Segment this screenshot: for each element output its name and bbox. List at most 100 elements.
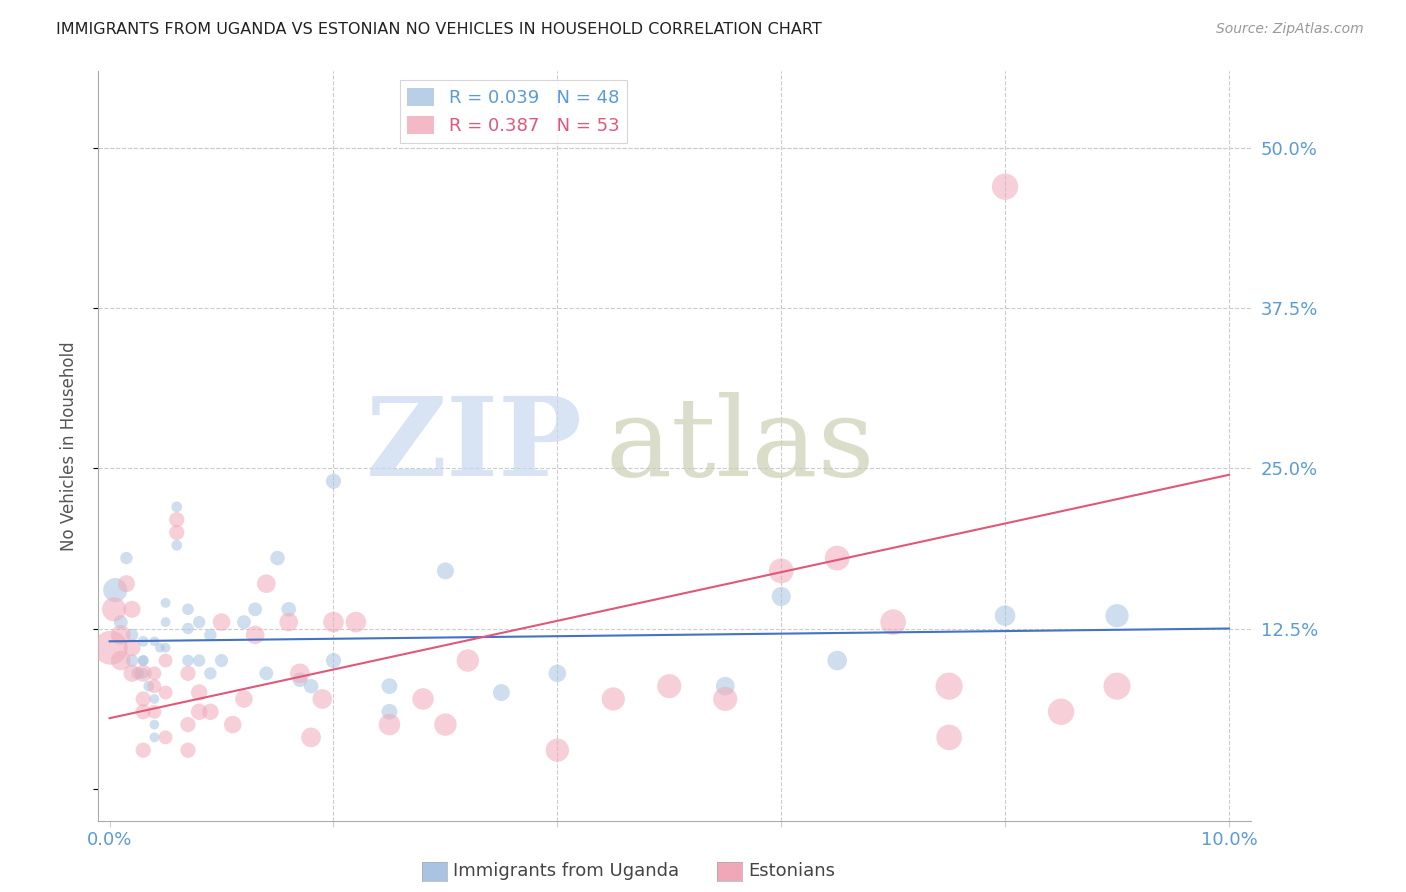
Point bbox=[200, 666, 222, 681]
Point bbox=[277, 615, 299, 629]
Point bbox=[412, 692, 434, 706]
Point bbox=[149, 640, 172, 655]
Point bbox=[299, 679, 322, 693]
Point bbox=[104, 583, 127, 598]
Point bbox=[288, 673, 311, 687]
Point bbox=[434, 564, 457, 578]
Point bbox=[311, 692, 333, 706]
Text: ZIP: ZIP bbox=[366, 392, 582, 500]
Point bbox=[155, 596, 177, 610]
Point bbox=[232, 692, 254, 706]
Point bbox=[188, 705, 211, 719]
Point bbox=[243, 602, 266, 616]
Point bbox=[177, 654, 200, 668]
Point bbox=[211, 615, 233, 629]
Point bbox=[200, 628, 222, 642]
Text: Estonians: Estonians bbox=[748, 863, 835, 880]
Point bbox=[110, 654, 132, 668]
Point bbox=[994, 608, 1017, 623]
Point bbox=[143, 705, 166, 719]
Point bbox=[1050, 705, 1073, 719]
Point bbox=[121, 654, 143, 668]
Point bbox=[322, 654, 344, 668]
Point bbox=[188, 654, 211, 668]
Point bbox=[132, 705, 155, 719]
Point bbox=[378, 717, 401, 731]
Point bbox=[770, 590, 793, 604]
Point bbox=[232, 615, 254, 629]
Point bbox=[243, 628, 266, 642]
Point bbox=[132, 654, 155, 668]
Point bbox=[143, 634, 166, 648]
Point bbox=[434, 717, 457, 731]
Point bbox=[115, 551, 138, 566]
Text: IMMIGRANTS FROM UGANDA VS ESTONIAN NO VEHICLES IN HOUSEHOLD CORRELATION CHART: IMMIGRANTS FROM UGANDA VS ESTONIAN NO VE… bbox=[56, 22, 823, 37]
Point bbox=[994, 179, 1017, 194]
Text: atlas: atlas bbox=[606, 392, 876, 500]
Point bbox=[1105, 608, 1128, 623]
Point bbox=[143, 679, 166, 693]
Point bbox=[378, 705, 401, 719]
Point bbox=[155, 615, 177, 629]
Point bbox=[457, 654, 479, 668]
Point bbox=[546, 743, 568, 757]
Point bbox=[188, 615, 211, 629]
Point bbox=[121, 628, 143, 642]
Point bbox=[938, 731, 960, 745]
Point bbox=[825, 654, 848, 668]
Point bbox=[132, 666, 155, 681]
Point bbox=[110, 615, 132, 629]
Point bbox=[138, 679, 160, 693]
Point bbox=[121, 666, 143, 681]
Point bbox=[491, 685, 513, 699]
Point bbox=[200, 705, 222, 719]
Point bbox=[188, 685, 211, 699]
Text: Immigrants from Uganda: Immigrants from Uganda bbox=[453, 863, 679, 880]
Point bbox=[132, 634, 155, 648]
Point bbox=[602, 692, 624, 706]
Point bbox=[277, 602, 299, 616]
Point bbox=[177, 622, 200, 636]
Point bbox=[254, 666, 277, 681]
Text: Source: ZipAtlas.com: Source: ZipAtlas.com bbox=[1216, 22, 1364, 37]
Point bbox=[143, 717, 166, 731]
Point bbox=[938, 679, 960, 693]
Point bbox=[166, 500, 188, 514]
Point bbox=[222, 717, 245, 731]
Point bbox=[177, 666, 200, 681]
Point bbox=[378, 679, 401, 693]
Point bbox=[103, 602, 125, 616]
Point bbox=[115, 576, 138, 591]
Point bbox=[266, 551, 288, 566]
Point bbox=[299, 731, 322, 745]
Point bbox=[132, 654, 155, 668]
Point bbox=[288, 666, 311, 681]
Point bbox=[110, 628, 132, 642]
Legend: R = 0.039   N = 48, R = 0.387   N = 53: R = 0.039 N = 48, R = 0.387 N = 53 bbox=[401, 80, 627, 143]
Point bbox=[177, 717, 200, 731]
Point bbox=[166, 538, 188, 552]
Point bbox=[127, 666, 149, 681]
Point bbox=[825, 551, 848, 566]
Point bbox=[714, 679, 737, 693]
Point bbox=[143, 731, 166, 745]
Y-axis label: No Vehicles in Household: No Vehicles in Household bbox=[59, 341, 77, 551]
Point bbox=[143, 692, 166, 706]
Point bbox=[770, 564, 793, 578]
Point bbox=[100, 640, 122, 655]
Point bbox=[132, 666, 155, 681]
Point bbox=[344, 615, 367, 629]
Point bbox=[121, 640, 143, 655]
Point bbox=[121, 602, 143, 616]
Point bbox=[177, 602, 200, 616]
Point bbox=[132, 743, 155, 757]
Point bbox=[132, 692, 155, 706]
Point bbox=[211, 654, 233, 668]
Point bbox=[166, 513, 188, 527]
Point bbox=[155, 731, 177, 745]
Point bbox=[714, 692, 737, 706]
Point bbox=[155, 654, 177, 668]
Point bbox=[658, 679, 681, 693]
Point bbox=[1105, 679, 1128, 693]
Point bbox=[143, 666, 166, 681]
